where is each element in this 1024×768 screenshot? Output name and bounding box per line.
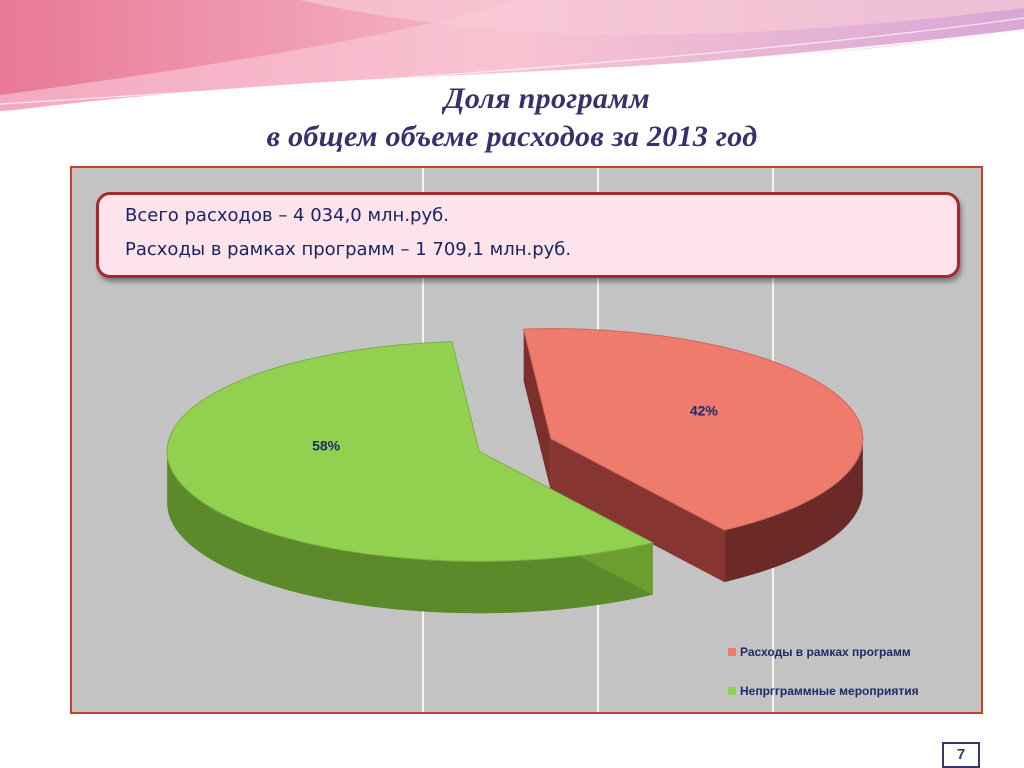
pie-slice-programs <box>523 328 864 531</box>
legend-swatch-green <box>728 687 736 695</box>
legend-label-nonprogram: Непргграммные мероприятия <box>740 684 919 698</box>
pie-slice-side <box>167 451 653 614</box>
pie-slice-side <box>724 438 863 583</box>
data-label-nonprogram: 58% <box>312 437 341 453</box>
page-number: 7 <box>942 742 980 768</box>
header-decoration <box>0 0 1024 113</box>
pie-slice-cut-face <box>550 438 725 583</box>
legend-item-programs: Расходы в рамках программ <box>728 645 911 659</box>
slide-title-line-2: в общем объеме расходов за 2013 год <box>266 120 758 153</box>
total-expenses-text: Всего расходов – 4 034,0 млн.руб. <box>125 205 449 226</box>
program-expenses-text: Расходы в рамках программ – 1 709,1 млн.… <box>125 239 572 260</box>
slide-title-line-1: Доля программ <box>444 82 650 115</box>
pie-slice-cut-face <box>523 329 551 491</box>
legend-item-nonprogram: Непргграммные мероприятия <box>728 684 919 698</box>
pie-slice-nonprogram <box>166 341 655 562</box>
data-label-programs: 42% <box>690 403 719 419</box>
legend-swatch-red <box>728 648 736 656</box>
legend-label-programs: Расходы в рамках программ <box>740 645 911 659</box>
expense-summary-box: Всего расходов – 4 034,0 млн.руб. Расход… <box>96 192 960 278</box>
